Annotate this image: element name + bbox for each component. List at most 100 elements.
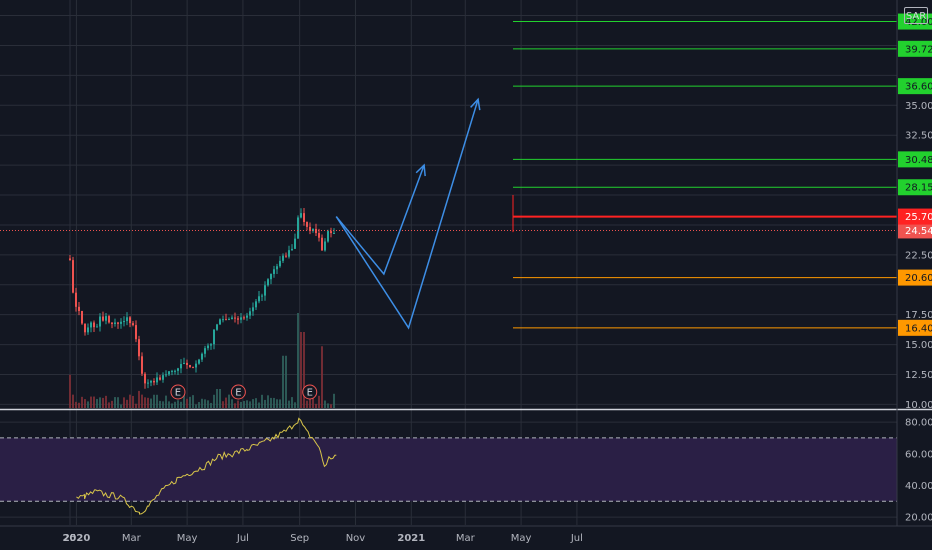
x-tick-label: 2021 — [397, 533, 425, 544]
volume-bar — [78, 402, 80, 408]
rsi-band-layer — [0, 437, 897, 502]
candle-body — [135, 325, 137, 340]
candle-body — [255, 301, 257, 308]
projection-arrowhead — [470, 97, 481, 111]
volume-bar — [192, 395, 194, 408]
candle-body — [318, 233, 320, 238]
candle-body — [228, 319, 230, 321]
volume-bar — [261, 394, 263, 408]
volume-bar — [198, 402, 200, 408]
candle-body — [156, 377, 158, 383]
volume-bar — [270, 397, 272, 408]
candle-body — [126, 317, 128, 322]
rsi-layer — [76, 417, 337, 515]
candle-body — [90, 322, 92, 328]
volume-bar — [69, 374, 71, 408]
volume-bar — [231, 399, 233, 408]
candle-body — [243, 317, 245, 319]
volume-bar — [135, 403, 137, 408]
volume-bar — [180, 401, 182, 408]
earnings-marker — [230, 384, 246, 400]
volume-bar — [189, 396, 191, 408]
volume-bar — [123, 397, 125, 408]
last-price-tag — [898, 222, 932, 239]
volume-bar — [99, 397, 101, 408]
rsi-band — [0, 437, 897, 502]
level-tag-label: 42.00 — [905, 17, 932, 28]
candle-body — [105, 316, 107, 321]
volume-bar — [294, 402, 296, 408]
volume-bar — [243, 400, 245, 408]
volume-bar — [150, 398, 152, 408]
candle-body — [261, 295, 263, 297]
candle-body — [285, 255, 287, 257]
candle-body — [234, 317, 236, 319]
level-tag-label: 36.60 — [905, 82, 932, 93]
level-tag-label: 25.70 — [905, 212, 932, 223]
candle-body — [207, 345, 209, 349]
rsi-tick-label: 60.00 — [905, 449, 932, 460]
volume-bar — [105, 395, 107, 408]
candle-body — [192, 367, 194, 369]
y-tick-label: 22.50 — [905, 250, 932, 261]
volume-bar — [81, 396, 83, 408]
volume-bar — [156, 394, 158, 408]
volume-bar — [147, 397, 149, 408]
volume-bar — [117, 397, 119, 408]
candle-body — [171, 370, 173, 372]
earnings-marker-label: E — [307, 388, 313, 399]
candle-body — [270, 273, 272, 280]
volume-bar — [222, 401, 224, 408]
candle-body — [117, 322, 119, 324]
candle-body — [180, 364, 182, 369]
candle-body — [309, 226, 311, 232]
candle-body — [210, 344, 212, 346]
x-tick-label: 25 — [64, 533, 77, 544]
volume-bar — [177, 400, 179, 408]
candle-body — [177, 368, 179, 371]
currency-badge[interactable]: SAR — [904, 7, 928, 24]
volume-layer — [69, 313, 335, 408]
candle-body — [321, 237, 323, 251]
candle-body — [159, 377, 161, 380]
x-tick-label: May — [177, 533, 198, 544]
x-tick-label: May — [511, 533, 532, 544]
candle-body — [306, 222, 308, 227]
level-tag — [898, 40, 932, 57]
volume-bar — [252, 399, 254, 408]
level-tag — [898, 208, 932, 225]
candle-body — [99, 316, 101, 327]
volume-bar — [90, 396, 92, 408]
volume-bar — [324, 400, 326, 408]
candle-body — [240, 317, 242, 320]
volume-bar — [282, 355, 284, 408]
projection-arrowhead — [415, 163, 426, 177]
volume-bar — [333, 393, 335, 408]
volume-bar — [309, 396, 311, 408]
candle-body — [123, 321, 125, 323]
volume-bar — [144, 397, 146, 408]
candle-body — [183, 362, 185, 365]
volume-bar — [318, 395, 320, 408]
volume-bar — [210, 402, 212, 408]
candle-body — [237, 318, 239, 320]
candle-body — [96, 326, 98, 328]
candle-body — [144, 373, 146, 384]
x-tick-label: 2020 — [62, 533, 90, 544]
level-layer — [512, 21, 897, 329]
volume-bar — [126, 399, 128, 408]
volume-bar — [111, 400, 113, 408]
candle-body — [291, 248, 293, 251]
candle-body — [168, 371, 170, 375]
volume-bar — [171, 403, 173, 408]
candle-body — [222, 319, 224, 321]
candle-body — [195, 363, 197, 368]
earnings-marker — [302, 384, 318, 400]
earnings-marker — [170, 384, 186, 400]
volume-bar — [165, 395, 167, 408]
candle-body — [315, 228, 317, 234]
volume-bar — [153, 394, 155, 408]
candle-body — [333, 232, 335, 234]
